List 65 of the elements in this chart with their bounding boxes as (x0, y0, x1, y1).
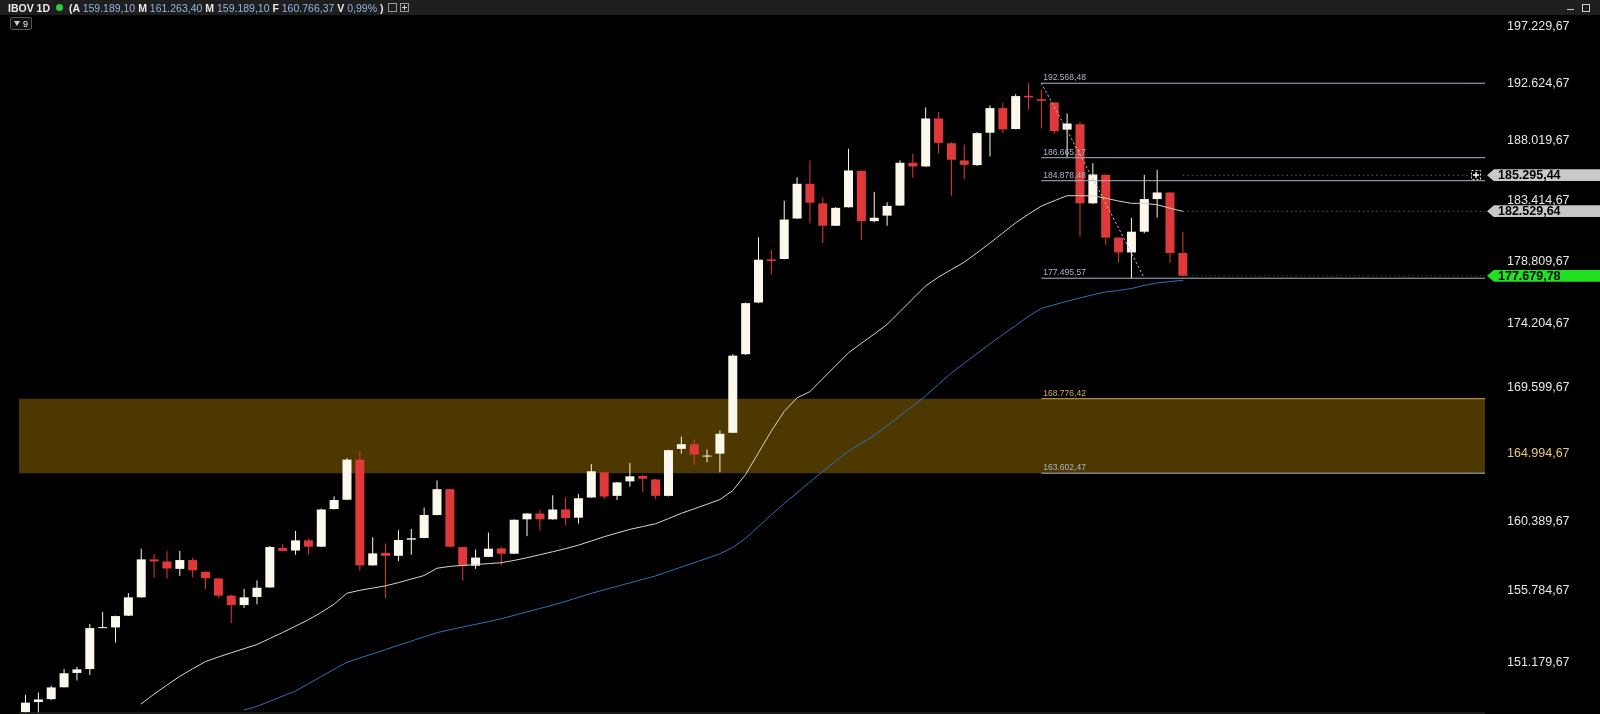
text: (A 159.189,10 M 161.263,40 M 159.189,10 F 160.766,37 V 0,99% ) (69, 1, 384, 14)
candlestick (188, 557, 198, 578)
candlestick (651, 478, 661, 500)
candlestick (496, 546, 506, 566)
y-tick-label: 188.019,67 (1507, 133, 1570, 148)
y-tick-label: 197.229,67 (1507, 19, 1570, 33)
candlestick (419, 507, 429, 539)
candlestick (1126, 217, 1136, 279)
ref-line-label: 177.679,78 (1487, 268, 1600, 283)
candlestick (213, 577, 223, 599)
candlestick (33, 692, 43, 713)
candlestick (573, 493, 583, 525)
candlestick (1152, 169, 1162, 219)
candlestick (368, 536, 378, 567)
candlestick (381, 543, 391, 599)
candlestick (715, 429, 725, 473)
candlestick (175, 550, 185, 577)
candlestick (1036, 89, 1046, 130)
y-tick-label: 164.994,67 (1507, 445, 1570, 460)
candlestick (561, 497, 571, 526)
candlestick (226, 594, 236, 624)
chart-title: IBOV 1D (8, 1, 51, 14)
line-series (243, 279, 1184, 711)
ref-line-label: 177.495,57 (1043, 267, 1087, 278)
candlestick (291, 530, 301, 556)
candlestick (252, 579, 262, 605)
y-tick-label: 155.784,67 (1507, 583, 1570, 598)
y-tick-label: 178.809,67 (1507, 253, 1570, 268)
y-tick-label: 151.179,67 (1507, 655, 1570, 670)
candlestick (766, 249, 776, 275)
y-tick-label: 169.599,67 (1507, 380, 1570, 395)
ref-line-label: 185.295,44 (1487, 168, 1600, 183)
candlestick (1114, 236, 1124, 263)
candlestick (548, 494, 558, 521)
candlestick (111, 615, 121, 643)
candlestick (149, 553, 159, 579)
ref-line-label: 163.602,47 (1043, 462, 1087, 473)
ref-line-label: 182.529,64 (1487, 204, 1600, 219)
candlestick (818, 196, 828, 244)
line-series (1040, 82, 1145, 279)
y-tick-label: 174.204,67 (1507, 315, 1570, 330)
ref-line-label: 168.776,42 (1043, 387, 1087, 398)
candlestick (882, 201, 892, 227)
ref-line-label: 192.568,48 (1043, 72, 1087, 83)
candlestick (998, 102, 1008, 134)
candlestick (946, 141, 956, 197)
candlestick (162, 550, 172, 579)
annotation: 9 (23, 18, 29, 29)
candlestick (702, 449, 712, 463)
candlestick (406, 528, 416, 556)
candlestick (483, 532, 493, 558)
candlestick (393, 529, 403, 562)
candlestick (1178, 231, 1188, 277)
candlestick (458, 546, 468, 582)
candlestick (689, 439, 699, 466)
y-tick-label: 192.624,67 (1507, 75, 1570, 90)
candlestick (625, 462, 635, 488)
candlestick (959, 144, 969, 180)
line-series (140, 195, 1184, 705)
candlestick (805, 159, 815, 224)
y-tick-label: 160.389,67 (1507, 513, 1570, 528)
candlestick (72, 666, 82, 681)
candlestick (98, 611, 108, 629)
candlestick (239, 588, 249, 609)
y-tick-label: 183.414,67 (1507, 192, 1570, 207)
